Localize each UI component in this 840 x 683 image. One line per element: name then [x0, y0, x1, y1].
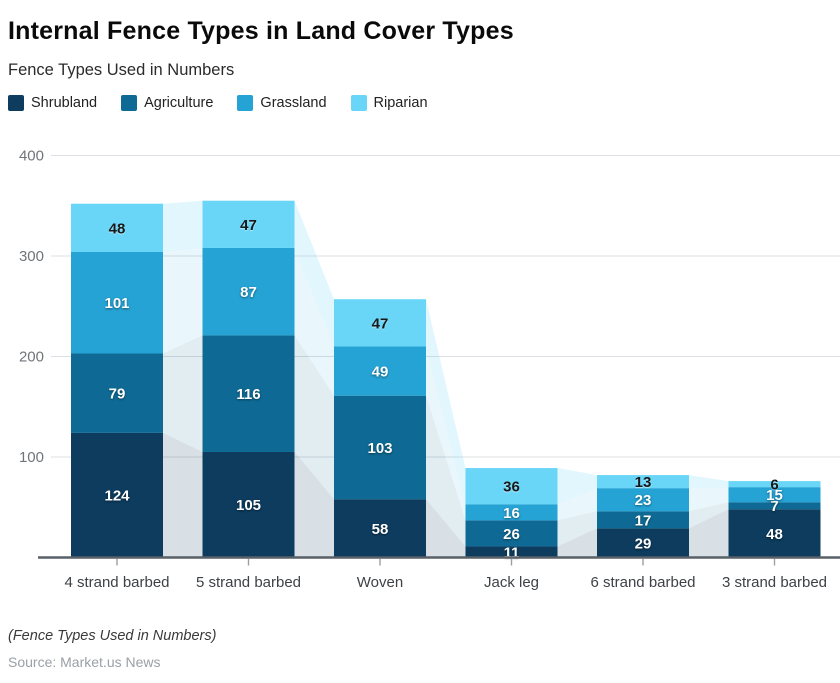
value-label: 48	[109, 220, 126, 237]
value-label: 23	[635, 492, 652, 509]
value-label: 26	[503, 526, 520, 543]
bar-segment-shrubland[interactable]	[597, 528, 689, 558]
legend-swatch-icon	[8, 95, 24, 111]
x-axis-label: 3 strand barbed	[722, 574, 827, 591]
legend-swatch-icon	[350, 95, 367, 111]
bar-segment-agriculture[interactable]	[728, 502, 821, 510]
value-label: 101	[104, 295, 129, 312]
bar-segment-grassland[interactable]	[465, 504, 558, 521]
legend: Shrubland Agriculture Grassland Riparian	[8, 94, 832, 112]
bar-segment-grassland[interactable]	[202, 247, 295, 336]
value-label: 16	[503, 505, 520, 522]
value-label: 87	[240, 284, 257, 301]
legend-swatch-icon	[237, 95, 254, 111]
y-axis-label: 200	[19, 349, 44, 366]
bar-segment-grassland[interactable]	[71, 251, 163, 354]
bar-segment-agriculture[interactable]	[465, 520, 558, 547]
x-axis-label: 6 strand barbed	[590, 574, 695, 591]
legend-label: Agriculture	[144, 95, 214, 111]
legend-label: Riparian	[373, 95, 428, 111]
x-axis-label: Jack leg	[484, 574, 539, 591]
bar-segment-grassland[interactable]	[728, 487, 821, 503]
y-axis-label: 100	[19, 449, 44, 466]
legend-item-shrubland[interactable]: Shrubland	[8, 95, 97, 111]
bar-segment-agriculture[interactable]	[597, 511, 689, 529]
x-axis-label: Woven	[357, 574, 403, 591]
y-axis-label: 400	[19, 148, 44, 165]
bar-segment-riparian[interactable]	[334, 299, 426, 347]
value-label: 116	[236, 386, 260, 403]
bar-segment-riparian[interactable]	[202, 200, 295, 248]
source-text: Source: Market.us News	[8, 654, 161, 670]
value-label: 47	[372, 315, 389, 332]
bar-segment-agriculture[interactable]	[334, 395, 426, 500]
bar-segment-riparian[interactable]	[71, 203, 163, 252]
value-label: 6	[770, 477, 778, 494]
value-label: 13	[635, 474, 652, 491]
value-label: 79	[109, 386, 126, 403]
value-label: 124	[104, 488, 130, 505]
legend-item-agriculture[interactable]: Agriculture	[121, 95, 213, 111]
bar-segment-grassland[interactable]	[334, 346, 426, 396]
value-label: 36	[503, 479, 520, 496]
bar-segment-riparian[interactable]	[728, 481, 821, 488]
bar-segment-shrubland[interactable]	[202, 451, 295, 558]
bar-segment-shrubland[interactable]	[334, 499, 426, 558]
bar-segment-riparian[interactable]	[597, 475, 689, 489]
value-label: 48	[766, 526, 783, 543]
bar-segment-riparian[interactable]	[465, 468, 558, 505]
y-axis-label: 300	[19, 248, 44, 265]
chart-subtitle: Fence Types Used in Numbers	[8, 61, 235, 79]
x-axis-label: 5 strand barbed	[196, 574, 301, 591]
value-label: 29	[635, 535, 652, 552]
bar-segment-grassland[interactable]	[597, 488, 689, 512]
value-label: 105	[236, 497, 261, 514]
value-label: 15	[766, 487, 783, 504]
footnote: (Fence Types Used in Numbers)	[8, 628, 217, 644]
legend-item-riparian[interactable]: Riparian	[350, 95, 428, 111]
legend-label: Shrubland	[31, 95, 98, 111]
value-label: 17	[635, 512, 652, 529]
x-axis-label: 4 strand barbed	[64, 574, 169, 591]
chart-title: Internal Fence Types in Land Cover Types	[8, 17, 514, 45]
bar-segment-shrubland[interactable]	[71, 432, 163, 558]
bar-segment-agriculture[interactable]	[71, 353, 163, 433]
value-label: 49	[372, 364, 389, 381]
bar-segment-agriculture[interactable]	[202, 335, 295, 452]
bar-segment-shrubland[interactable]	[728, 509, 821, 558]
value-label: 7	[770, 498, 778, 515]
value-label: 58	[372, 521, 389, 538]
legend-label: Grassland	[260, 95, 327, 111]
value-label: 47	[240, 217, 257, 234]
legend-item-grassland[interactable]: Grassland	[237, 95, 327, 111]
legend-swatch-icon	[121, 95, 138, 111]
value-label: 103	[367, 440, 392, 457]
bar-segment-shrubland[interactable]	[465, 546, 558, 558]
